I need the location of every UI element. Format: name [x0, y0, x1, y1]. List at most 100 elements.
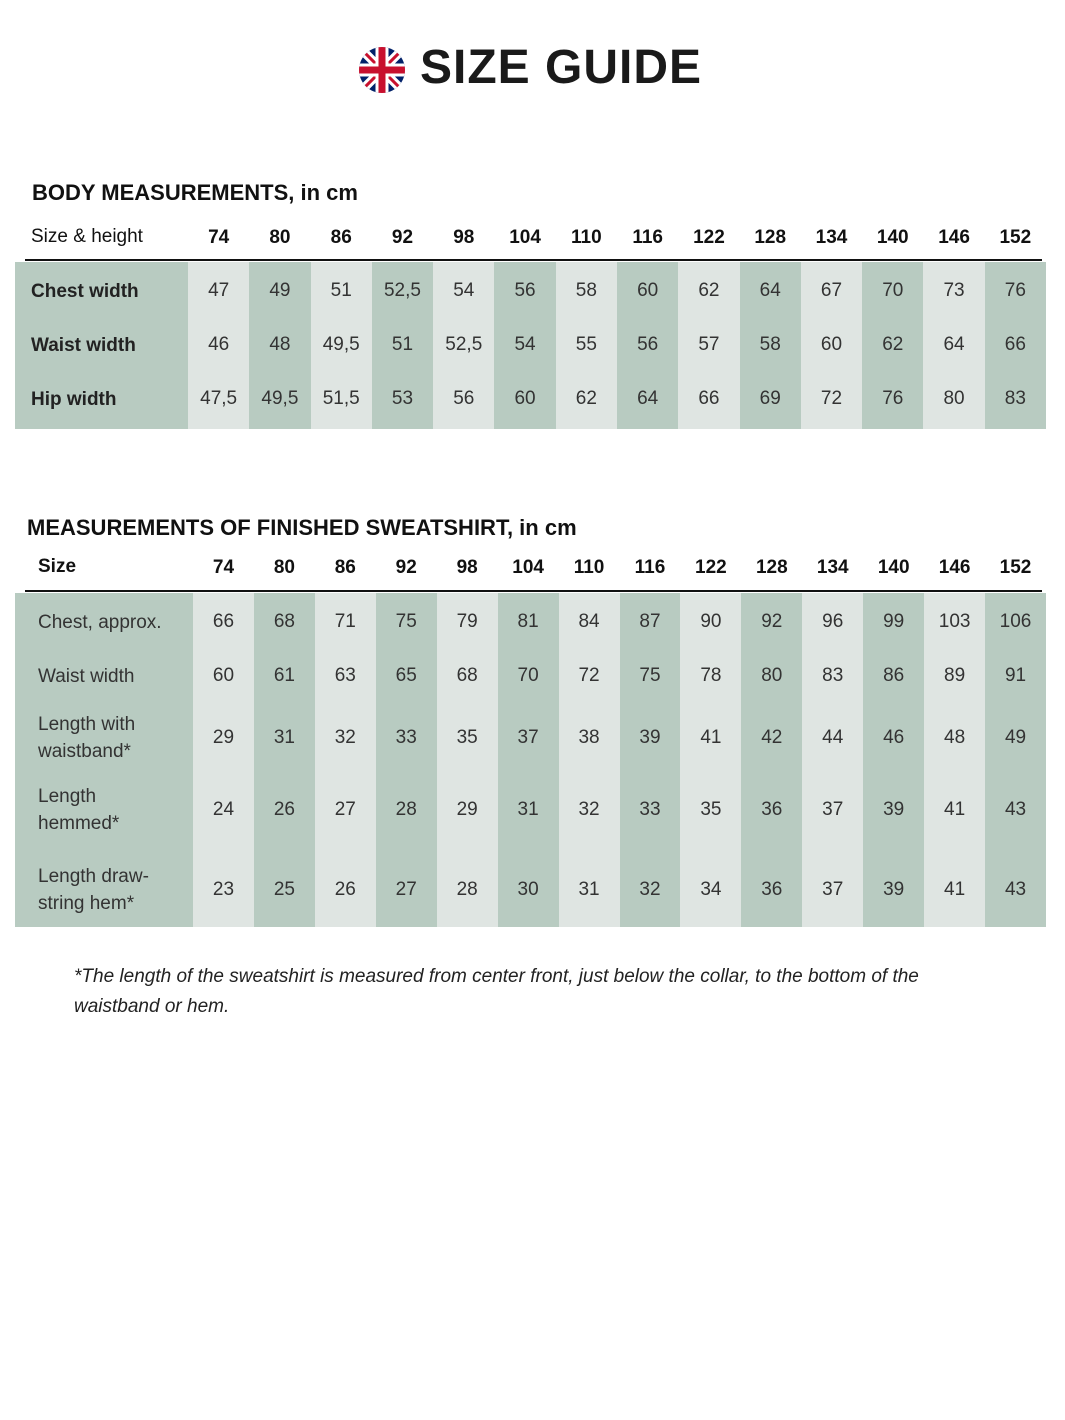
size-column — [863, 593, 925, 927]
corner-header: Size & height — [31, 226, 143, 247]
value-cell: 73 — [943, 280, 965, 301]
row-label: Hip width — [31, 369, 116, 429]
value-cell: 51,5 — [322, 388, 360, 409]
value-cell: 29 — [212, 727, 235, 748]
size-column — [494, 262, 557, 429]
value-cell: 26 — [273, 799, 295, 820]
row-label: Length with waistband* — [38, 708, 135, 768]
value-cell: 49,5 — [322, 334, 360, 355]
size-header: 134 — [816, 557, 849, 578]
header-rule — [25, 590, 1042, 592]
value-cell: 99 — [883, 611, 905, 632]
value-cell: 60 — [212, 665, 235, 686]
corner-header: Size — [38, 556, 77, 577]
value-cell: 89 — [944, 665, 966, 686]
value-cell: 64 — [637, 388, 659, 409]
value-cell: 75 — [395, 611, 417, 632]
value-cell: 52,5 — [383, 280, 421, 301]
value-cell: 32 — [578, 799, 600, 820]
value-cell: 68 — [456, 665, 478, 686]
value-cell: 60 — [637, 280, 659, 301]
size-column — [314, 593, 377, 927]
value-cell: 32 — [334, 727, 356, 748]
value-cell: 64 — [759, 280, 781, 301]
value-cell: 49 — [1004, 727, 1027, 748]
value-cell: 33 — [395, 727, 417, 748]
value-cell: 91 — [1004, 665, 1027, 686]
value-cell: 65 — [395, 665, 417, 686]
value-cell: 38 — [578, 727, 600, 748]
value-cell: 31 — [273, 727, 295, 748]
size-column — [862, 262, 924, 429]
value-cell: 49 — [269, 280, 291, 301]
value-cell: 54 — [453, 280, 475, 301]
value-cell: 44 — [822, 727, 844, 748]
value-cell: 57 — [698, 334, 720, 355]
value-cell: 51 — [391, 334, 414, 355]
value-cell: 81 — [517, 611, 539, 632]
row-label-line: Waist width — [31, 334, 136, 356]
row-label-line: Length draw- — [38, 866, 149, 887]
value-cell: 67 — [820, 280, 843, 301]
value-cell: 49,5 — [261, 388, 299, 409]
value-cell: 60 — [514, 388, 536, 409]
value-cell: 62 — [575, 388, 597, 409]
size-header: 146 — [938, 227, 970, 248]
value-cell: 68 — [273, 611, 295, 632]
value-cell: 48 — [269, 334, 291, 355]
footnote: *The length of the sweatshirt is measure… — [74, 966, 919, 1017]
value-cell: 58 — [759, 334, 781, 355]
size-header: 128 — [754, 227, 787, 248]
value-cell: 28 — [395, 799, 417, 820]
value-cell: 37 — [517, 727, 539, 748]
value-cell: 78 — [700, 665, 722, 686]
table-title: MEASUREMENTS OF FINISHED SWEATSHIRT, in … — [27, 515, 577, 540]
size-column — [617, 262, 679, 429]
value-cell: 80 — [943, 388, 965, 409]
value-cell: 48 — [944, 727, 966, 748]
row-label: Length draw-string hem* — [38, 860, 149, 920]
size-column — [433, 262, 495, 429]
value-cell: 34 — [700, 879, 722, 900]
value-cell: 35 — [700, 799, 722, 820]
value-cell: 35 — [456, 727, 478, 748]
value-cell: 39 — [883, 879, 905, 900]
row-label-line: Chest width — [31, 280, 139, 302]
size-header: 92 — [391, 227, 414, 248]
size-header: 74 — [208, 227, 230, 248]
value-cell: 46 — [208, 334, 230, 355]
value-cell: 72 — [820, 388, 843, 409]
value-cell: 51 — [330, 280, 352, 301]
size-header: 98 — [453, 227, 475, 248]
value-cell: 30 — [517, 879, 539, 900]
size-column — [923, 262, 986, 429]
value-cell: 52,5 — [445, 334, 483, 355]
size-column — [678, 262, 741, 429]
value-cell: 84 — [578, 611, 600, 632]
row-label: Waist width — [38, 646, 134, 706]
row-label: Waist width — [31, 315, 136, 375]
size-column — [739, 262, 802, 429]
size-header: 110 — [573, 557, 605, 578]
size-column — [802, 593, 864, 927]
row-label-line: Length with — [38, 714, 136, 735]
value-cell: 47,5 — [200, 388, 238, 409]
row-label-line: Length — [38, 786, 97, 807]
row-label: Chest, approx. — [38, 592, 162, 652]
row-label-line: waistband* — [38, 741, 131, 762]
value-cell: 72 — [578, 665, 600, 686]
value-cell: 29 — [456, 799, 478, 820]
value-cell: 83 — [1004, 388, 1026, 409]
value-cell: 55 — [575, 334, 597, 355]
value-cell: 37 — [822, 799, 844, 820]
value-cell: 63 — [334, 665, 356, 686]
size-column — [253, 593, 316, 927]
size-header: 122 — [695, 557, 727, 578]
size-header: 80 — [273, 557, 295, 578]
value-cell: 60 — [820, 334, 843, 355]
size-header: 98 — [456, 557, 478, 578]
size-header: 104 — [512, 557, 544, 578]
value-cell: 86 — [883, 665, 905, 686]
row-label-line: Chest, approx. — [38, 611, 162, 633]
